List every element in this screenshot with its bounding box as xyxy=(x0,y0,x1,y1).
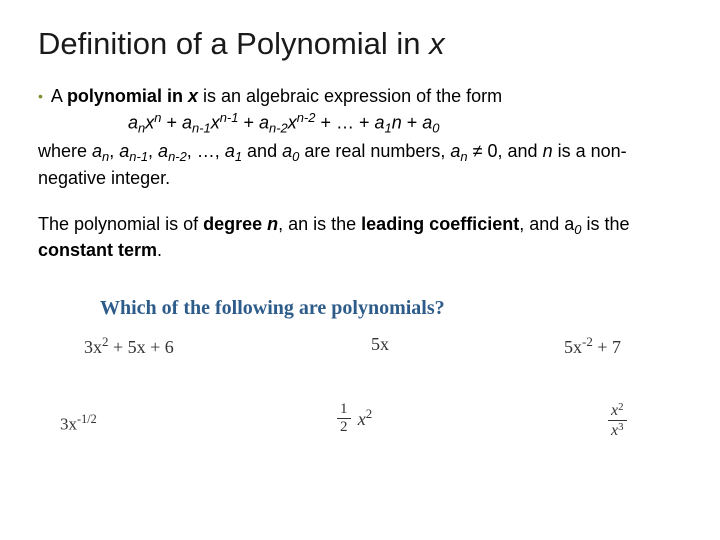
expression-row-1: 3x2 + 5x + 6 5x 5x-2 + 7 xyxy=(38,334,682,374)
p2-lead: leading coefficient xyxy=(361,214,519,234)
paragraph-2: The polynomial is of degree n, an is the… xyxy=(38,212,682,263)
expression-row-2: 3x-1/2 1 2 x2 x2 x3 xyxy=(38,402,682,462)
expr-6: x2 x3 xyxy=(608,402,627,439)
expr-4: 3x-1/2 xyxy=(60,412,97,435)
where-2: , …, xyxy=(187,141,225,161)
polynomial-formula: anxn + an-1xn-1 + an-2xn-2 + … + a1n + a… xyxy=(128,110,682,137)
e2-base: 5x xyxy=(371,334,389,354)
question-header: Which of the following are polynomials? xyxy=(100,297,682,320)
p2-degree: degree xyxy=(203,214,267,234)
e6-num-exp: 2 xyxy=(618,401,623,413)
e4-exp: -1/2 xyxy=(77,412,97,426)
p2-degvar: n xyxy=(267,214,278,234)
e1-base: 3x xyxy=(84,337,102,357)
title-variable: x xyxy=(429,26,445,61)
bullet-rest: is an algebraic expression of the form xyxy=(198,86,502,106)
where-3: and xyxy=(242,141,282,161)
slide-title: Definition of a Polynomial in x xyxy=(38,26,682,62)
e5-trail: x2 xyxy=(358,406,372,430)
p2-const: constant term xyxy=(38,240,157,260)
bullet-pre: A xyxy=(51,86,67,106)
p2-3: , and a xyxy=(519,214,574,234)
bullet-bold: polynomial in xyxy=(67,86,188,106)
frac-num: 1 xyxy=(337,402,351,419)
p2-1: The polynomial is of xyxy=(38,214,203,234)
slide: Definition of a Polynomial in x • A poly… xyxy=(0,0,720,540)
definition-bullet: • A polynomial in x is an algebraic expr… xyxy=(38,84,682,108)
e6-num: x2 xyxy=(608,402,627,421)
e6-den-exp: 3 xyxy=(618,421,623,433)
frac-den: 2 xyxy=(337,419,351,435)
e3-exp: -2 xyxy=(582,334,593,349)
p2-2: , an is the xyxy=(278,214,361,234)
bullet-bold-var: x xyxy=(188,86,198,106)
fraction-x2x3: x2 x3 xyxy=(608,402,627,439)
expr-5: 1 2 x2 xyxy=(337,402,372,435)
e5-x: x xyxy=(358,409,366,429)
title-text: Definition of a Polynomial in xyxy=(38,26,429,61)
p2-5: . xyxy=(157,240,162,260)
where-4: are real numbers, xyxy=(299,141,450,161)
expr-1: 3x2 + 5x + 6 xyxy=(84,334,174,358)
p2-4: is the xyxy=(581,214,629,234)
expr-3: 5x-2 + 7 xyxy=(564,334,621,358)
where-clause: where an, an-1, an-2, …, a1 and a0 are r… xyxy=(38,139,682,190)
e4-base: 3x xyxy=(60,415,77,434)
bullet-icon: • xyxy=(38,88,43,104)
e3-rest: + 7 xyxy=(593,337,621,357)
e5-exp: 2 xyxy=(366,406,372,421)
e3-base: 5x xyxy=(564,337,582,357)
where-1: where xyxy=(38,141,92,161)
e1-rest: + 5x + 6 xyxy=(108,337,173,357)
fraction-half: 1 2 xyxy=(337,402,351,435)
where-5: ≠ 0, and xyxy=(468,141,543,161)
e6-den: x3 xyxy=(608,421,627,439)
expr-2: 5x xyxy=(371,334,389,355)
